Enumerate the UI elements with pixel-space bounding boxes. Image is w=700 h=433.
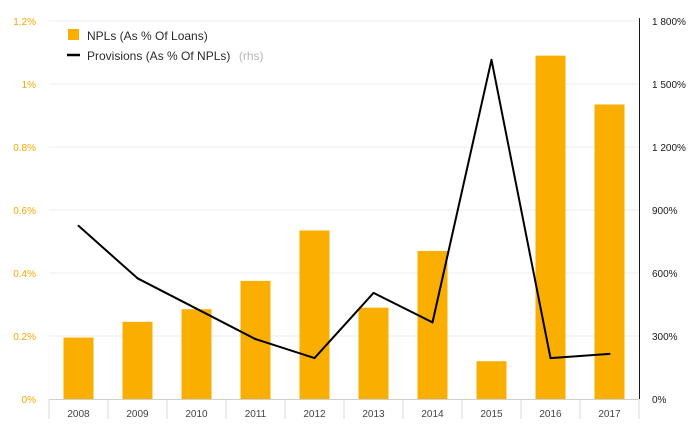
npl-bar-2009 (122, 321, 153, 399)
provisions-point-2015 (490, 58, 493, 61)
provisions-point-2013 (372, 291, 375, 294)
x-tick-label: 2012 (303, 409, 326, 420)
x-axis: 2008 2009 2010 2011 2012 2013 2014 2015 2016 2017 (48, 399, 640, 420)
legend-npl-swatch (68, 29, 79, 40)
npl-bar-2016 (535, 55, 566, 400)
right-tick-label: 1 200% (652, 143, 686, 154)
right-tick-label: 1 500% (652, 80, 686, 91)
provisions-point-2011 (254, 338, 257, 341)
left-tick-label: 1% (22, 80, 37, 91)
provisions-point-2008 (77, 224, 80, 227)
npl-bar-2013 (358, 307, 389, 399)
right-tick-label: 300% (652, 332, 678, 343)
left-tick-label: 0.4% (13, 269, 36, 280)
provisions-point-2016 (549, 357, 552, 360)
npl-bar-2012 (299, 230, 330, 399)
left-tick-label: 0.2% (13, 332, 36, 343)
left-tick-label: 0.6% (13, 206, 36, 217)
provisions-point-2009 (136, 277, 139, 280)
legend-provisions-label: Provisions (As % Of NPLs) (rhs) (87, 47, 264, 64)
legend-rhs-suffix: (rhs) (239, 49, 264, 63)
legend: NPLs (As % Of Loans) Provisions (As % Of… (67, 29, 264, 64)
x-tick-label: 2017 (598, 409, 621, 420)
left-axis: 0% 0.2% 0.4% 0.6% 0.8% 1% 1.2% (13, 17, 36, 406)
right-axis: 0% 300% 600% 900% 1 200% 1 500% 1 800% (639, 17, 686, 406)
right-tick-label: 900% (652, 206, 678, 217)
right-tick-label: 600% (652, 269, 678, 280)
x-tick-label: 2011 (245, 409, 267, 420)
right-tick-label: 0% (652, 395, 667, 406)
x-tick-label: 2015 (480, 409, 503, 420)
x-tick-label: 2010 (185, 409, 208, 420)
x-tick-label: 2014 (421, 409, 444, 420)
left-tick-label: 1.2% (13, 17, 36, 28)
legend-npl-label: NPLs (As % Of Loans) (87, 29, 208, 43)
x-tick-label: 2008 (67, 409, 90, 420)
left-tick-label: 0.8% (13, 143, 36, 154)
npl-bars (63, 55, 625, 400)
legend-provisions-name: Provisions (As % Of NPLs) (87, 49, 230, 63)
left-tick-label: 0% (22, 395, 37, 406)
right-tick-label: 1 800% (652, 17, 686, 28)
npl-bar-2008 (63, 337, 94, 399)
provisions-polyline (77, 58, 610, 360)
x-tick-label: 2013 (362, 409, 385, 420)
x-tick-label: 2009 (126, 409, 149, 420)
npl-bar-2015 (476, 361, 507, 399)
provisions-line (77, 58, 611, 360)
provisions-point-2014 (431, 321, 434, 324)
provisions-point-2017 (608, 352, 611, 355)
provisions-point-2012 (313, 357, 316, 360)
npl-bar-2017 (594, 104, 625, 399)
x-tick-label: 2016 (539, 409, 562, 420)
npl-bar-2010 (181, 309, 212, 399)
provisions-point-2010 (195, 307, 198, 310)
